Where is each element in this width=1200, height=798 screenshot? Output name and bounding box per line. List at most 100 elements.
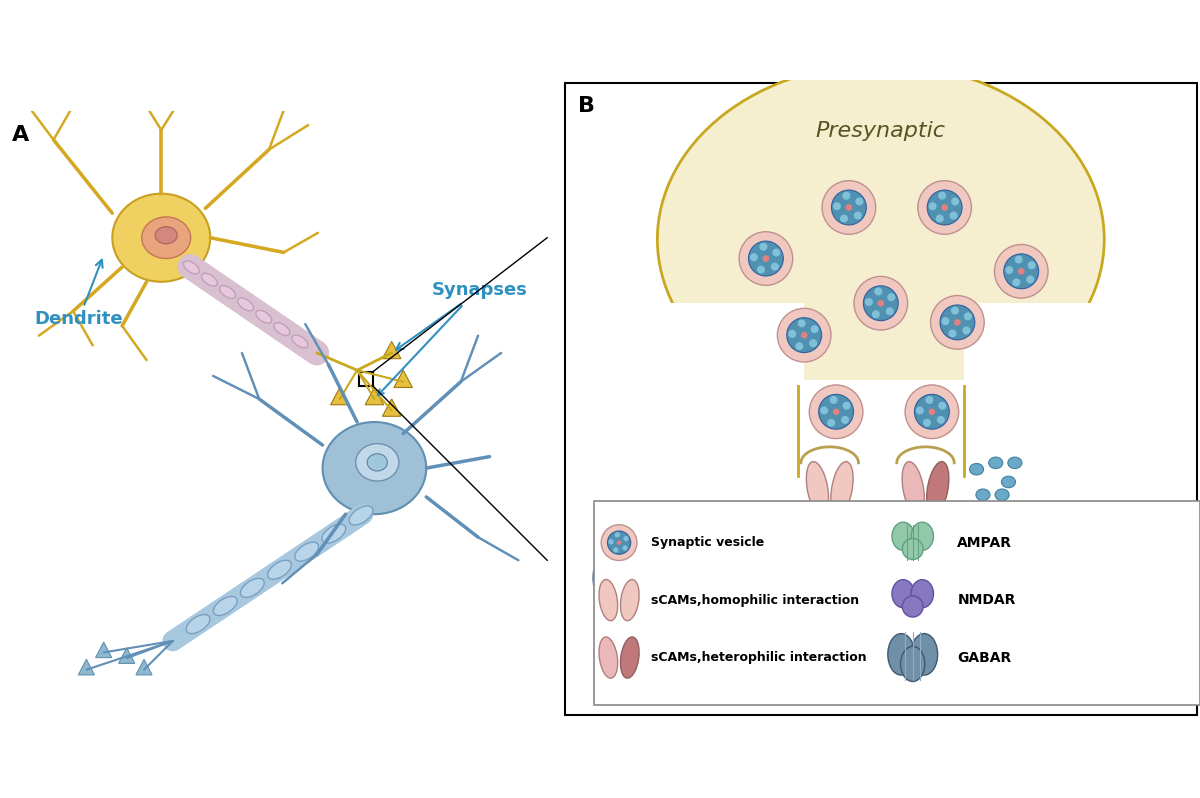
Text: NMDAR: NMDAR [667, 584, 712, 597]
Polygon shape [383, 342, 401, 358]
Ellipse shape [854, 276, 907, 330]
Ellipse shape [809, 339, 817, 347]
Ellipse shape [613, 547, 618, 553]
Ellipse shape [599, 637, 618, 678]
Ellipse shape [750, 253, 758, 261]
Polygon shape [136, 659, 152, 675]
Ellipse shape [322, 524, 346, 543]
Text: A: A [12, 125, 29, 145]
Polygon shape [78, 659, 95, 675]
Ellipse shape [941, 204, 948, 211]
Ellipse shape [842, 401, 851, 409]
Ellipse shape [760, 243, 768, 251]
Ellipse shape [827, 419, 835, 427]
Ellipse shape [1027, 261, 1036, 269]
Ellipse shape [623, 545, 628, 551]
Ellipse shape [950, 306, 959, 314]
Ellipse shape [240, 579, 264, 598]
Polygon shape [394, 370, 413, 388]
Ellipse shape [220, 286, 235, 298]
Ellipse shape [952, 197, 959, 205]
Ellipse shape [938, 192, 946, 200]
Ellipse shape [186, 614, 210, 634]
Ellipse shape [806, 461, 828, 516]
Ellipse shape [787, 318, 822, 353]
Ellipse shape [749, 241, 784, 276]
Ellipse shape [964, 312, 972, 320]
Ellipse shape [902, 461, 924, 516]
Ellipse shape [1008, 457, 1022, 468]
Ellipse shape [905, 385, 959, 439]
Ellipse shape [238, 298, 253, 311]
Ellipse shape [601, 525, 637, 560]
Ellipse shape [818, 394, 853, 429]
Ellipse shape [1004, 254, 1039, 289]
Text: Presynaptic: Presynaptic [816, 120, 946, 141]
Ellipse shape [809, 385, 863, 439]
Ellipse shape [972, 509, 1001, 544]
Ellipse shape [1026, 275, 1034, 283]
Ellipse shape [295, 542, 318, 561]
Ellipse shape [1060, 509, 1087, 551]
Ellipse shape [274, 322, 289, 335]
Ellipse shape [796, 342, 803, 350]
FancyBboxPatch shape [568, 380, 1194, 539]
Ellipse shape [936, 215, 943, 223]
Ellipse shape [349, 506, 373, 525]
Ellipse shape [623, 536, 629, 541]
FancyBboxPatch shape [568, 303, 804, 527]
Text: AMPAR: AMPAR [976, 584, 1016, 597]
Ellipse shape [976, 489, 990, 500]
Text: GABAR: GABAR [958, 650, 1012, 665]
Ellipse shape [214, 596, 238, 615]
Text: sCAMs,heterophilic interaction: sCAMs,heterophilic interaction [650, 651, 866, 664]
Text: B: B [577, 96, 594, 116]
Ellipse shape [846, 204, 852, 211]
Ellipse shape [607, 531, 631, 555]
Ellipse shape [833, 202, 841, 210]
Ellipse shape [666, 509, 694, 544]
Ellipse shape [911, 522, 934, 551]
Ellipse shape [940, 305, 974, 340]
Ellipse shape [142, 217, 191, 259]
Text: NMDAR: NMDAR [958, 593, 1015, 607]
Ellipse shape [614, 532, 620, 538]
Ellipse shape [877, 300, 884, 306]
Text: AMPAR: AMPAR [958, 535, 1013, 550]
Ellipse shape [926, 461, 949, 516]
Text: sCAMs,homophilic interaction: sCAMs,homophilic interaction [650, 594, 859, 606]
Ellipse shape [256, 310, 271, 323]
Ellipse shape [608, 539, 613, 544]
Text: GABAR: GABAR [1064, 584, 1105, 597]
Ellipse shape [863, 286, 899, 321]
Ellipse shape [155, 227, 178, 244]
Polygon shape [119, 648, 134, 663]
Ellipse shape [677, 526, 702, 553]
Ellipse shape [916, 406, 924, 414]
Ellipse shape [800, 332, 808, 338]
Ellipse shape [888, 634, 914, 675]
Ellipse shape [962, 326, 971, 334]
Ellipse shape [983, 526, 1009, 553]
Ellipse shape [798, 319, 805, 327]
Ellipse shape [811, 325, 818, 333]
Ellipse shape [887, 293, 895, 301]
Ellipse shape [995, 489, 1009, 500]
Ellipse shape [599, 579, 618, 621]
Ellipse shape [872, 310, 880, 318]
Ellipse shape [928, 190, 962, 225]
Ellipse shape [914, 394, 949, 429]
Polygon shape [96, 642, 112, 658]
Ellipse shape [995, 244, 1048, 298]
Ellipse shape [1002, 476, 1015, 488]
Ellipse shape [1018, 268, 1025, 275]
Ellipse shape [954, 319, 961, 326]
Ellipse shape [886, 307, 894, 315]
FancyBboxPatch shape [964, 303, 1194, 527]
Ellipse shape [911, 634, 937, 675]
Ellipse shape [875, 287, 882, 295]
Ellipse shape [620, 637, 640, 678]
FancyBboxPatch shape [594, 501, 1200, 705]
Ellipse shape [900, 646, 925, 681]
Ellipse shape [770, 263, 779, 271]
